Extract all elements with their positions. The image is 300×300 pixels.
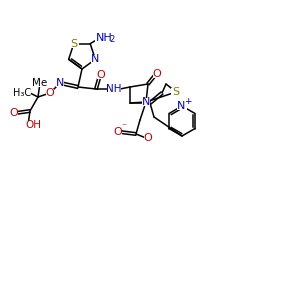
FancyBboxPatch shape (142, 98, 150, 106)
Text: S: S (70, 39, 77, 49)
FancyBboxPatch shape (91, 55, 99, 63)
Text: N: N (142, 97, 150, 107)
Text: +: + (184, 98, 192, 106)
Text: O: O (153, 69, 161, 79)
Text: Me: Me (32, 78, 48, 88)
FancyBboxPatch shape (107, 85, 121, 93)
Text: O: O (144, 133, 152, 143)
Text: ⁻: ⁻ (122, 122, 127, 132)
Text: NH: NH (96, 33, 112, 43)
FancyBboxPatch shape (177, 102, 187, 110)
Text: N: N (91, 54, 100, 64)
Text: N: N (177, 101, 185, 111)
Text: S: S (172, 87, 180, 97)
Text: OH: OH (25, 120, 41, 130)
FancyBboxPatch shape (13, 89, 31, 97)
FancyBboxPatch shape (153, 70, 161, 78)
FancyBboxPatch shape (10, 109, 18, 117)
Text: 2: 2 (110, 35, 115, 44)
FancyBboxPatch shape (69, 40, 79, 48)
FancyBboxPatch shape (112, 128, 122, 136)
FancyBboxPatch shape (171, 88, 181, 96)
Text: N: N (56, 78, 64, 88)
FancyBboxPatch shape (22, 121, 38, 129)
FancyBboxPatch shape (95, 33, 113, 42)
Text: O: O (46, 88, 54, 98)
Text: O: O (114, 127, 122, 137)
FancyBboxPatch shape (144, 134, 152, 142)
FancyBboxPatch shape (46, 89, 54, 97)
FancyBboxPatch shape (97, 71, 105, 79)
Text: H₃C: H₃C (13, 88, 31, 98)
FancyBboxPatch shape (56, 79, 64, 87)
Text: O: O (97, 70, 105, 80)
Text: NH: NH (106, 84, 122, 94)
Text: O: O (10, 108, 18, 118)
FancyBboxPatch shape (33, 79, 47, 87)
